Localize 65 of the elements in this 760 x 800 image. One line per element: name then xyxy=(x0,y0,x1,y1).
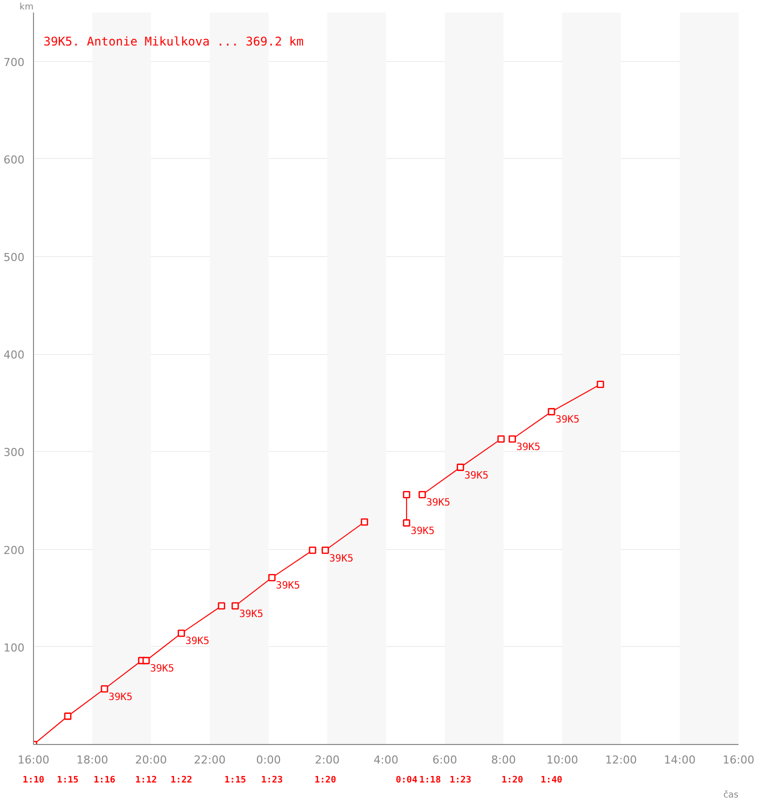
annotation: 39K5 xyxy=(516,442,540,454)
annotation: 39K5 xyxy=(555,414,580,426)
point xyxy=(508,435,516,443)
text: 1:15 xyxy=(56,776,79,786)
y-tick-label: 200 xyxy=(4,544,25,557)
x-tick-label: 22:00 xyxy=(194,754,226,766)
x-tick-label: 18:00 xyxy=(76,754,108,766)
x-tick-label: 10:00 xyxy=(546,754,578,766)
annotation: 39K5 xyxy=(239,608,264,620)
y-tick-label: 300 xyxy=(4,446,25,460)
annotation: 39K5 xyxy=(108,692,133,703)
text: 1:23 xyxy=(261,776,283,786)
x-axis-title: čas xyxy=(723,790,739,800)
point xyxy=(402,490,410,498)
text: 1:12 xyxy=(135,776,157,786)
point xyxy=(418,490,426,498)
text: 1:40 xyxy=(540,776,562,786)
point xyxy=(178,630,186,637)
point xyxy=(232,602,239,610)
text: 1:18 xyxy=(419,776,441,786)
y-tick-label: 600 xyxy=(4,153,25,166)
x-tick-label: 0:00 xyxy=(256,754,281,766)
x-tick-label: 4:00 xyxy=(374,754,398,766)
y-tick-label: 400 xyxy=(4,348,25,362)
point xyxy=(497,435,505,443)
point xyxy=(456,464,464,471)
point xyxy=(322,546,329,554)
point xyxy=(142,656,150,664)
annotation: 39K5 xyxy=(410,526,435,537)
x-tick-label: 12:00 xyxy=(605,754,637,766)
point xyxy=(100,685,108,693)
point xyxy=(596,380,604,388)
point xyxy=(402,519,410,527)
x-tick-label: 6:00 xyxy=(432,754,458,766)
text: 1:10 xyxy=(22,776,44,786)
x-tick-label: 2:00 xyxy=(314,754,340,766)
y-tick-label: 500 xyxy=(4,251,25,264)
text: 0:04 xyxy=(396,776,418,786)
point xyxy=(64,712,72,720)
annotation: 39K5 xyxy=(329,553,354,564)
x-tick-label: 16:00 xyxy=(722,754,754,766)
x-tick-label: 14:00 xyxy=(664,754,696,766)
point xyxy=(308,546,316,554)
text: 1:16 xyxy=(94,776,116,786)
annotation: 39K5 xyxy=(150,664,174,675)
text: 1:23 xyxy=(450,776,472,786)
annotation: 39K5 xyxy=(426,498,450,509)
x-tick-label: 8:00 xyxy=(491,754,516,766)
y-tick-label: 100 xyxy=(4,641,25,654)
text: 1:15 xyxy=(224,776,246,786)
annotation: 39K5 xyxy=(185,636,210,648)
point xyxy=(548,408,556,416)
text: 39K5. Antonie Mikulkova ... 369.2 km xyxy=(44,34,304,48)
x-tick-label: 16:00 xyxy=(18,754,50,766)
annotation: 39K5 xyxy=(464,470,489,482)
annotation: 39K5 xyxy=(276,580,300,592)
y-tick-label: 700 xyxy=(4,56,25,69)
x-tick-label: 20:00 xyxy=(135,754,167,766)
point xyxy=(360,518,368,526)
y-axis-title: km xyxy=(20,2,34,12)
text: 1:20 xyxy=(314,776,336,786)
text: 1:20 xyxy=(501,776,524,786)
point xyxy=(218,602,226,610)
point xyxy=(268,574,276,582)
text: 1:22 xyxy=(170,776,192,786)
